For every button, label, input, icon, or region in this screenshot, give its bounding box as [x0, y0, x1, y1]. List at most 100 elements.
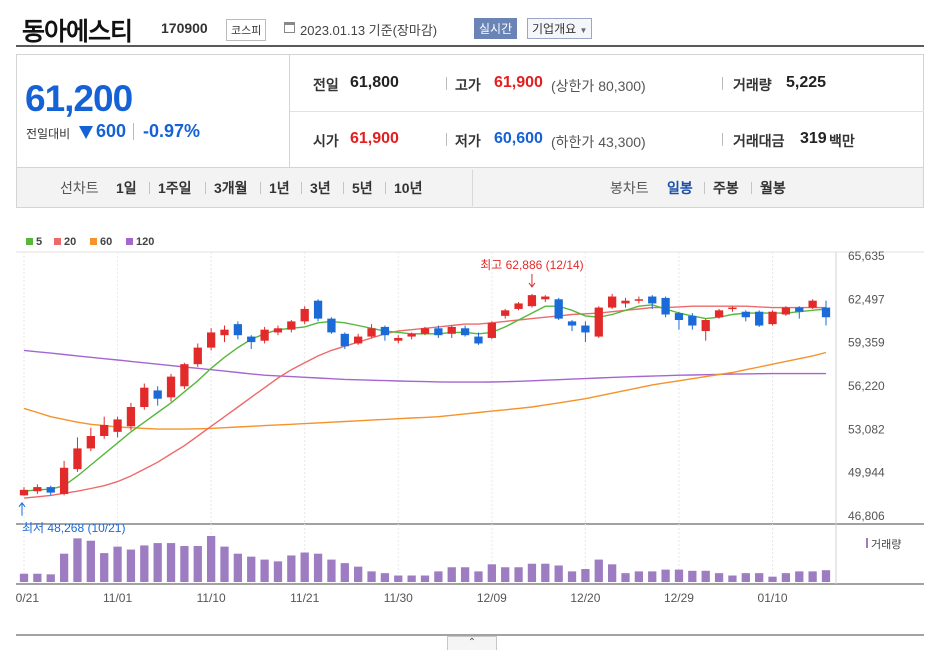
- candle-body: [487, 322, 496, 338]
- candle-body: [46, 487, 55, 493]
- live-button[interactable]: 실시간: [474, 18, 518, 39]
- volume-bar: [193, 546, 202, 582]
- volume-bar: [728, 575, 737, 582]
- stock-chart[interactable]: 5 20 60 120 65,635 62,497 59,359 56,220 53,082 49…: [16, 214, 924, 636]
- candle-body: [313, 300, 323, 319]
- candle-body: [140, 387, 149, 407]
- period-1w[interactable]: 1주일: [158, 180, 192, 196]
- volume-bar: [781, 573, 791, 582]
- x-tick-label: 12/29: [664, 591, 694, 605]
- candle-body: [434, 328, 443, 336]
- volume-bar: [19, 573, 29, 582]
- candle-body: [460, 328, 470, 336]
- period-3y[interactable]: 3년: [310, 180, 331, 196]
- change-label: 전일대비: [26, 127, 71, 141]
- period-10y[interactable]: 10년: [394, 180, 423, 196]
- legend-swatch: [26, 238, 33, 245]
- candle-body: [420, 328, 430, 334]
- volume-bar: [287, 555, 296, 582]
- volume-bar: [140, 545, 149, 582]
- candle-body: [501, 310, 510, 316]
- period-1d[interactable]: 1일: [116, 180, 137, 196]
- y-tick-label: 46,806: [848, 509, 885, 523]
- stock-code: 170900: [161, 20, 208, 36]
- legend-swatch: [126, 238, 133, 245]
- open-label: 시가: [313, 133, 339, 149]
- ma120-line: [23, 349, 826, 383]
- volume-bar: [634, 571, 644, 582]
- period-bar: [16, 168, 924, 208]
- candle-body: [354, 336, 363, 344]
- legend-swatch: [54, 238, 61, 245]
- volume-bar: [741, 573, 750, 582]
- period-sep: [751, 182, 752, 194]
- candle-daily[interactable]: 일봉: [667, 180, 693, 196]
- candle-body: [795, 307, 804, 312]
- volume-bar: [501, 567, 510, 582]
- candle-body: [300, 308, 309, 322]
- field-divider: [722, 133, 723, 146]
- volume-bar: [394, 575, 403, 582]
- candle-monthly[interactable]: 월봉: [760, 180, 786, 196]
- candle-body: [260, 329, 269, 341]
- period-1y[interactable]: 1년: [269, 180, 290, 196]
- candle-body: [701, 320, 710, 332]
- company-overview-button[interactable]: 기업개요 ▼: [527, 18, 593, 39]
- candle-body: [781, 307, 791, 315]
- candle-body: [674, 313, 684, 321]
- volume-value: 5,225: [786, 74, 827, 91]
- ma60-line: [23, 351, 827, 430]
- chevron-down-icon: ▼: [579, 26, 588, 35]
- candle-body: [59, 467, 69, 494]
- volume-bar: [821, 570, 831, 582]
- calendar-icon: [284, 22, 295, 33]
- volume-bar: [126, 549, 136, 582]
- volume-bar: [300, 552, 309, 582]
- min-annotation: 최저 48,268 (10/21): [22, 521, 125, 535]
- candle-body: [554, 299, 563, 319]
- candle-body: [755, 311, 764, 326]
- period-sep: [260, 182, 261, 194]
- stock-name: 동아에스티: [22, 18, 133, 46]
- candle-body: [33, 487, 42, 492]
- volume-bar: [73, 538, 82, 582]
- volume-bar: [447, 567, 456, 582]
- candle-weekly[interactable]: 주봉: [713, 180, 739, 196]
- candle-body: [126, 406, 136, 427]
- volume-bar: [220, 546, 229, 582]
- chevron-up-icon: ⌃: [467, 637, 477, 648]
- volume-bar: [808, 571, 817, 582]
- x-tick-label: 01/10: [758, 591, 788, 605]
- volume-bar: [327, 559, 336, 582]
- volume-legend-label: 거래량: [871, 538, 901, 551]
- volume-bar: [113, 546, 122, 582]
- candle-body: [233, 324, 243, 336]
- candle-chart-label: 봉차트: [610, 180, 649, 196]
- date-info: 2023.01.13 기준(장마감): [300, 23, 438, 38]
- line-chart-label: 선차트: [60, 180, 99, 196]
- candle-body: [514, 303, 523, 309]
- collapse-toggle-button[interactable]: ⌃: [447, 636, 497, 650]
- volume-bar: [607, 564, 617, 582]
- candle-body: [634, 299, 644, 301]
- x-tick-label: 11/10: [197, 591, 226, 605]
- y-tick-label: 56,220: [848, 379, 885, 393]
- volume-bar: [581, 569, 590, 582]
- field-divider: [446, 133, 447, 146]
- period-3m[interactable]: 3개월: [214, 180, 248, 196]
- candle-body: [193, 347, 202, 365]
- volume-bar: [420, 575, 430, 582]
- candle-body: [19, 489, 29, 496]
- field-divider: [446, 77, 447, 90]
- volume-label: 거래량: [733, 77, 772, 93]
- candle-body: [394, 337, 403, 341]
- summary-row-divider: [290, 111, 924, 112]
- volume-bar: [206, 536, 216, 582]
- candle-body: [768, 311, 777, 325]
- y-tick-label: 49,944: [848, 466, 885, 480]
- volume-bar: [380, 573, 390, 582]
- volume-bar: [273, 561, 283, 582]
- period-sep: [343, 182, 344, 194]
- volume-bar: [166, 543, 176, 582]
- period-5y[interactable]: 5년: [352, 180, 373, 196]
